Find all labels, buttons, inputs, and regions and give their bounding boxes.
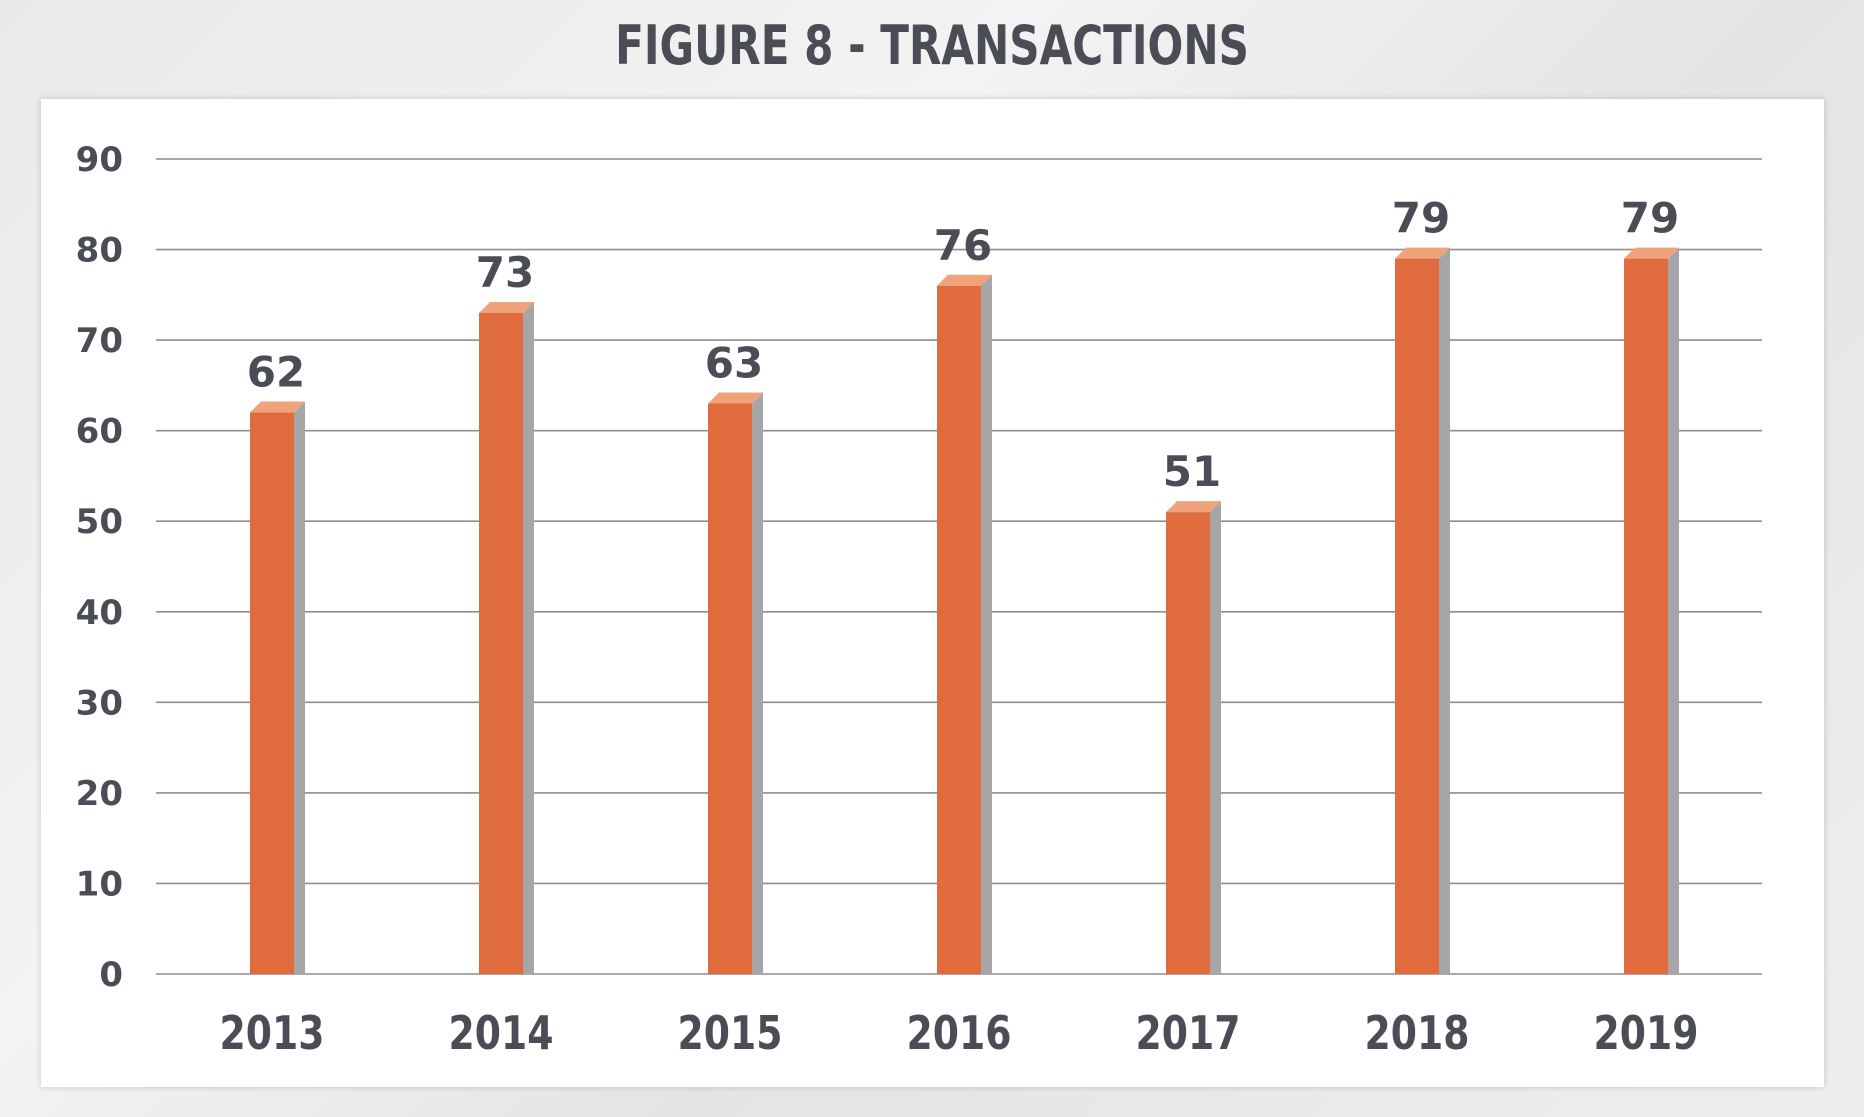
bar-top (708, 392, 763, 404)
x-tick-label: 2016 (907, 1006, 1012, 1060)
data-label: 79 (1621, 194, 1679, 243)
bar-front (250, 412, 294, 974)
y-axis-ticks: 0 10 20 30 40 50 60 70 80 90 (76, 140, 123, 995)
bar-2018 (1395, 247, 1450, 975)
bar-2017 (1166, 501, 1221, 974)
x-tick-label: 2013 (220, 1006, 325, 1060)
bar-top (479, 301, 534, 313)
data-labels: 62 73 63 76 51 79 79 (247, 194, 1679, 497)
y-tick-label: 80 (76, 231, 123, 271)
y-tick-label: 50 (76, 502, 123, 542)
x-axis-ticks: 2013 2014 2015 2016 2017 2018 2019 (220, 1006, 1699, 1060)
bar-top (250, 401, 305, 413)
data-label: 62 (247, 348, 305, 397)
bar-side (294, 401, 305, 974)
bar-side (523, 301, 534, 974)
bar-side (1210, 501, 1221, 974)
chart-title: FIGURE 8 - TRANSACTIONS (615, 14, 1249, 77)
chart-card: 0 10 20 30 40 50 60 70 80 90 62 73 63 76 51 79 79 2013 2… (41, 99, 1824, 1087)
data-label: 79 (1392, 194, 1450, 243)
bar-side (1439, 247, 1450, 975)
bar-side (1668, 247, 1679, 975)
bar-2015 (708, 392, 763, 974)
bar-top (1395, 247, 1450, 259)
y-tick-label: 60 (76, 412, 123, 452)
x-tick-label: 2015 (678, 1006, 783, 1060)
y-tick-label: 40 (76, 593, 123, 633)
bar-side (981, 274, 992, 974)
data-label: 73 (476, 248, 534, 297)
bar-2013 (250, 401, 305, 974)
bar-top (1166, 501, 1221, 513)
bar-front (1166, 512, 1210, 974)
x-tick-label: 2014 (449, 1006, 554, 1060)
bar-top (1624, 247, 1679, 259)
bar-side (752, 392, 763, 974)
bar-front (1395, 258, 1439, 975)
bar-front (937, 285, 981, 974)
data-label: 63 (705, 339, 763, 388)
bar-2016 (937, 274, 992, 974)
y-tick-label: 70 (76, 321, 123, 361)
y-tick-label: 10 (76, 864, 123, 904)
y-tick-label: 90 (76, 140, 123, 180)
y-tick-label: 30 (76, 683, 123, 723)
bars (250, 247, 1679, 975)
bar-2019 (1624, 247, 1679, 975)
bar-2014 (479, 301, 534, 974)
x-tick-label: 2018 (1365, 1006, 1470, 1060)
bar-front (479, 312, 523, 974)
data-label: 51 (1163, 447, 1221, 496)
bar-front (708, 403, 752, 974)
x-tick-label: 2017 (1136, 1006, 1241, 1060)
y-tick-label: 0 (99, 955, 123, 995)
data-label: 76 (934, 221, 992, 270)
bar-top (937, 274, 992, 286)
y-tick-label: 20 (76, 774, 123, 814)
bar-front (1624, 258, 1668, 975)
x-tick-label: 2019 (1594, 1006, 1699, 1060)
